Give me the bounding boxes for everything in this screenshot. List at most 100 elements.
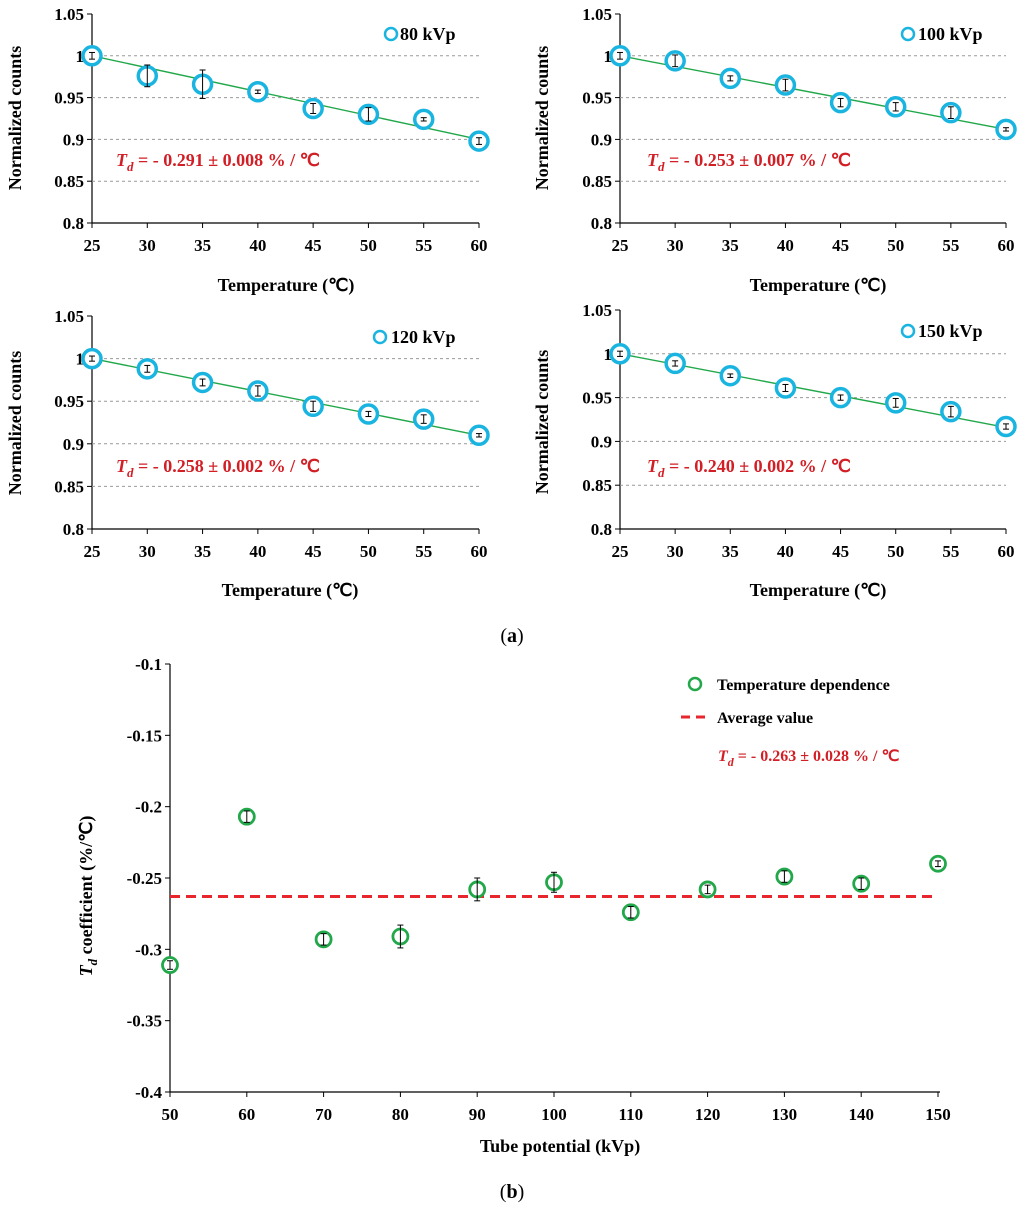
y-tick-label: 1 [76, 47, 85, 66]
legend-label-average: Average value [717, 710, 813, 727]
x-tick-label: 50 [887, 542, 904, 561]
y-tick-label: -0.15 [127, 726, 162, 745]
legend-marker [900, 323, 916, 339]
y-tick-label: 0.95 [54, 392, 84, 411]
legend-label: 120 kVp [391, 327, 456, 347]
y-tick-label: 0.95 [54, 89, 84, 108]
panel-label-b: (b) [500, 1181, 524, 1203]
x-tick-label: 25 [84, 542, 101, 561]
y-tick-label: 0.9 [591, 130, 612, 149]
y-tick-label: 0.85 [54, 477, 84, 496]
td-annotation: Td = - 0.240 ± 0.002 % / ℃ [647, 456, 851, 480]
data-points [81, 45, 490, 152]
chart-td-vs-kvp: -0.4 -0.35 -0.3 -0.25 -0.2 -0.15 -0.1 50 60 70 80… [76, 655, 951, 1157]
y-tick-label: -0.2 [135, 798, 162, 817]
x-tick-label: 30 [139, 542, 156, 561]
x-ticks: 25 30 35 40 45 50 55 60 [612, 529, 1015, 561]
data-points [81, 347, 490, 447]
y-axis-title: Normalized counts [5, 351, 25, 495]
x-tick-label: 60 [998, 236, 1015, 255]
legend-label: 100 kVp [918, 24, 983, 44]
x-tick-label: 100 [541, 1105, 567, 1124]
td-annotation: Td = - 0.253 ± 0.007 % / ℃ [647, 150, 851, 174]
x-tick-label: 150 [925, 1105, 951, 1124]
y-tick-label: -0.35 [127, 1012, 162, 1031]
x-ticks: 25 30 35 40 45 50 55 60 [84, 223, 488, 255]
y-tick-label: 1 [604, 345, 613, 364]
gridlines [92, 358, 479, 487]
x-tick-label: 55 [942, 542, 959, 561]
x-tick-label: 40 [777, 542, 794, 561]
x-tick-label: 50 [887, 236, 904, 255]
x-ticks: 50 60 70 80 90 100 110 120 130 140 150 [162, 1092, 951, 1124]
x-tick-label: 45 [832, 542, 849, 561]
x-axis-title: Temperature (℃) [218, 275, 355, 296]
td-annotation: Td = - 0.291 ± 0.008 % / ℃ [116, 150, 320, 174]
y-tick-label: 0.8 [63, 214, 84, 233]
x-tick-label: 35 [194, 542, 211, 561]
legend-label-temperature: Temperature dependence [717, 677, 890, 694]
td-annotation: Td = - 0.258 ± 0.002 % / ℃ [116, 456, 320, 480]
y-axis-title: Normalized counts [532, 350, 552, 494]
x-tick-label: 60 [998, 542, 1015, 561]
x-tick-label: 50 [360, 542, 377, 561]
data-points [161, 807, 947, 974]
y-tick-label: 0.85 [54, 172, 84, 191]
x-tick-label: 45 [305, 236, 322, 255]
gridlines [620, 55, 1006, 182]
x-axis-title: Temperature (℃) [750, 275, 887, 296]
x-tick-label: 45 [832, 236, 849, 255]
x-tick-label: 55 [415, 236, 432, 255]
y-tick-label: 0.85 [582, 172, 612, 191]
x-tick-label: 40 [777, 236, 794, 255]
y-tick-label: 0.8 [63, 520, 84, 539]
y-tick-label: 0.95 [582, 389, 612, 408]
x-tick-label: 130 [772, 1105, 798, 1124]
x-tick-label: 80 [392, 1105, 409, 1124]
y-tick-label: 1.05 [582, 5, 612, 24]
x-ticks: 25 30 35 40 45 50 55 60 [612, 223, 1015, 255]
x-axis-title: Tube potential (kVp) [480, 1136, 640, 1157]
legend-marker [383, 26, 399, 42]
legend-label: 150 kVp [918, 321, 983, 341]
fit-line-group [91, 55, 480, 141]
chart-120kvp: 0.8 0.85 0.9 0.95 1 1.05 25 30 35 40 45 50 55 60 Tem… [5, 307, 490, 601]
x-tick-label: 60 [471, 542, 488, 561]
x-tick-label: 55 [942, 236, 959, 255]
x-tick-label: 70 [315, 1105, 332, 1124]
y-tick-label: -0.1 [135, 655, 162, 674]
legend-marker-temperature [687, 676, 703, 692]
x-tick-label: 60 [471, 236, 488, 255]
legend-marker [900, 26, 916, 42]
x-tick-label: 60 [238, 1105, 255, 1124]
chart-150kvp: 0.8 0.85 0.9 0.95 1 1.05 25 30 35 40 45 50 55 60 Tem… [532, 301, 1017, 601]
data-points [609, 343, 1017, 438]
legend-marker [372, 329, 388, 345]
data-points [609, 45, 1017, 141]
gridlines [620, 353, 1006, 486]
x-tick-label: 35 [722, 542, 739, 561]
td-annotation: Td = - 0.263 ± 0.028 % / ℃ [718, 748, 899, 769]
y-tick-label: 0.85 [582, 476, 612, 495]
y-tick-label: -0.25 [127, 869, 162, 888]
x-tick-label: 25 [612, 236, 629, 255]
x-tick-label: 45 [305, 542, 322, 561]
x-tick-label: 30 [667, 236, 684, 255]
y-tick-label: 0.8 [591, 214, 612, 233]
x-tick-label: 30 [667, 542, 684, 561]
x-tick-label: 50 [162, 1105, 179, 1124]
x-tick-label: 40 [249, 236, 266, 255]
x-ticks: 25 30 35 40 45 50 55 60 [84, 529, 488, 561]
y-tick-label: 0.9 [63, 435, 84, 454]
y-ticks: -0.4 -0.35 -0.3 -0.25 -0.2 -0.15 -0.1 [127, 655, 170, 1102]
x-axis-title: Temperature (℃) [222, 580, 359, 601]
y-tick-label: 0.9 [63, 130, 84, 149]
x-tick-label: 110 [619, 1105, 644, 1124]
fit-line [91, 55, 480, 141]
y-ticks: 0.8 0.85 0.9 0.95 1 1.05 [54, 5, 92, 233]
y-ticks: 0.8 0.85 0.9 0.95 1 1.05 [582, 5, 620, 233]
x-tick-label: 120 [695, 1105, 721, 1124]
x-tick-label: 90 [469, 1105, 486, 1124]
y-tick-label: 0.9 [591, 432, 612, 451]
